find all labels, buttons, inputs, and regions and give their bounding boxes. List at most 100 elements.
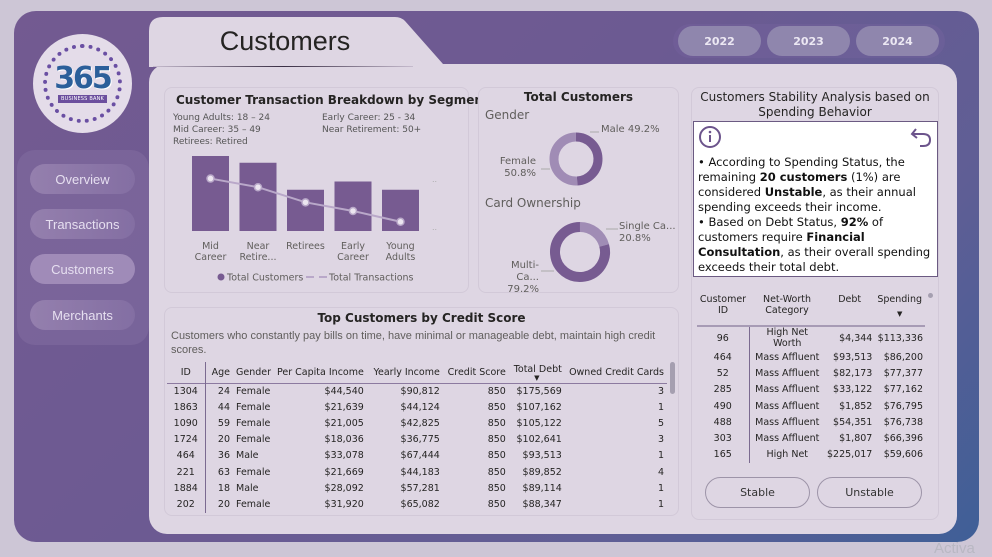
info-icon[interactable] <box>698 125 722 149</box>
gender-donut-slice[interactable] <box>549 132 578 186</box>
table-cell: 20 <box>217 434 230 446</box>
table-cell: 850 <box>487 450 506 462</box>
table-cell: 3 <box>657 434 664 446</box>
info-p2-b: 92% <box>840 215 869 229</box>
col-per-capita-income[interactable]: Per Capita Income <box>277 366 364 378</box>
table-row[interactable]: 488 Mass Affluent $54,351 $76,738 <box>697 414 925 431</box>
bank-logo: 365 BUSINESS BANK <box>33 34 132 133</box>
card-ownership-donut-slice[interactable] <box>579 222 609 248</box>
table-row[interactable]: 221 63 Female $21,669 $44,183 850 $89,852 4 <box>167 463 667 481</box>
table-cell: Female <box>236 434 271 446</box>
bar-total-customers[interactable] <box>239 162 277 231</box>
female-label-pct: 50.8% <box>504 168 536 179</box>
gender-donut-slice[interactable] <box>575 132 603 186</box>
table-cell: Mass Affluent <box>755 384 820 396</box>
nav-overview-button[interactable]: Overview <box>30 164 135 194</box>
multi-card-pct: 79.2% <box>507 284 539 295</box>
table-cell: $36,775 <box>400 434 440 446</box>
col-yearly-income[interactable]: Yearly Income <box>373 366 440 378</box>
credit-table-header: ID Age Gender Per Capita Income Yearly I… <box>167 362 667 383</box>
unstable-button[interactable]: Unstable <box>817 477 922 508</box>
bar-total-customers[interactable] <box>287 189 324 231</box>
col-spending[interactable]: Spending ▼ <box>874 292 925 326</box>
col-owned-credit-cards[interactable]: Owned Credit Cards <box>569 366 664 378</box>
point-total-transactions[interactable] <box>206 174 215 183</box>
info-p1-b: 20 customers <box>759 170 848 184</box>
table-cell: 464 <box>167 447 206 464</box>
segment-chart-title: Customer Transaction Breakdown by Segmen… <box>176 93 489 107</box>
table-cell: 490 <box>697 397 750 415</box>
nav-merchants-button[interactable]: Merchants <box>30 300 135 330</box>
table-row[interactable]: 1863 44 Female $21,639 $44,124 850 $107,162 1 <box>167 399 667 416</box>
col-total-debt-label: Total Debt <box>513 363 562 375</box>
info-p1-d: Unstable <box>764 185 823 199</box>
x-tick-label: Retire... <box>240 252 277 263</box>
back-arrow-icon[interactable] <box>909 125 933 149</box>
credit-table-scrollbar[interactable] <box>670 362 675 394</box>
table-row[interactable]: 1304 24 Female $44,540 $90,812 850 $175,569 3 <box>167 383 667 400</box>
table-cell: $57,281 <box>400 482 440 494</box>
stability-table-scrollbar[interactable] <box>928 293 933 298</box>
table-row[interactable]: 165 High Net $225,017 $59,606 <box>697 446 925 464</box>
col-id[interactable]: ID <box>167 362 206 383</box>
table-row[interactable]: 285 Mass Affluent $33,122 $77,162 <box>697 381 925 398</box>
table-row[interactable]: 1724 20 Female $18,036 $36,775 850 $102,641 3 <box>167 431 667 448</box>
table-cell: Mass Affluent <box>755 367 820 379</box>
segment-notes-left: Young Adults: 18 – 24 Mid Career: 35 – 4… <box>173 112 270 148</box>
year-2024-button[interactable]: 2024 <box>856 26 939 56</box>
table-cell: $1,807 <box>839 433 873 445</box>
year-2022-button[interactable]: 2022 <box>678 26 761 56</box>
table-cell: 850 <box>487 482 506 494</box>
stable-button[interactable]: Stable <box>705 477 810 508</box>
note-retirees: Retirees: Retired <box>173 137 248 147</box>
nav-transactions-button[interactable]: Transactions <box>30 209 135 239</box>
point-total-transactions[interactable] <box>396 217 405 227</box>
col-total-debt[interactable]: Total Debt ▼ <box>509 362 565 383</box>
table-cell: 52 <box>697 365 750 382</box>
nav-customers-button[interactable]: Customers <box>30 254 135 284</box>
sort-desc-icon: ▼ <box>534 373 540 382</box>
table-row[interactable]: 303 Mass Affluent $1,807 $66,396 <box>697 430 925 447</box>
bar-total-customers[interactable] <box>334 181 372 232</box>
point-total-transactions[interactable] <box>348 206 358 216</box>
table-cell: $86,200 <box>883 351 923 363</box>
card-ownership-donut-slice[interactable] <box>550 222 610 282</box>
col-customer-id[interactable]: Customer ID <box>699 294 747 316</box>
point-total-transactions[interactable] <box>253 182 263 192</box>
table-cell: 850 <box>487 466 506 478</box>
table-row[interactable]: 464 Mass Affluent $93,513 $86,200 <box>697 349 925 366</box>
table-cell: 221 <box>167 463 206 481</box>
table-row[interactable]: 464 36 Male $33,078 $67,444 850 $93,513 1 <box>167 447 667 464</box>
col-net-worth-category[interactable]: Net-Worth Category <box>762 294 812 316</box>
segment-notes-right: Early Career: 25 - 34 Near Retirement: 5… <box>322 112 421 136</box>
female-label: Female 50.8% <box>498 156 536 180</box>
col-age[interactable]: Age <box>211 366 230 378</box>
table-cell: $21,005 <box>324 417 364 429</box>
bar-total-customers[interactable] <box>192 156 229 231</box>
table-row[interactable]: 1090 59 Female $21,005 $42,825 850 $105,122 5 <box>167 415 667 432</box>
table-cell: $67,444 <box>400 450 440 462</box>
table-cell: $89,114 <box>522 482 562 494</box>
year-2023-button[interactable]: 2023 <box>767 26 850 56</box>
x-tick-label: Career <box>337 252 369 263</box>
table-cell: $18,036 <box>324 434 364 446</box>
total-customers-card <box>478 87 679 293</box>
note-early-career: Early Career: 25 - 34 <box>322 113 416 123</box>
credit-score-title: Top Customers by Credit Score <box>317 311 526 325</box>
stability-info-box: • According to Spending Status, the rema… <box>693 121 938 277</box>
col-credit-score[interactable]: Credit Score <box>447 366 506 378</box>
table-row[interactable]: 52 Mass Affluent $82,173 $77,377 <box>697 365 925 382</box>
x-tick-label: Early <box>341 241 365 252</box>
table-row[interactable]: 1884 18 Male $28,092 $57,281 850 $89,114 1 <box>167 480 667 497</box>
table-cell: 850 <box>487 498 506 510</box>
table-cell: 5 <box>657 417 664 429</box>
col-gender[interactable]: Gender <box>236 366 272 378</box>
col-debt[interactable]: Debt <box>838 294 862 305</box>
table-row[interactable]: 96 High Net Worth $4,344 $113,336 <box>697 326 925 349</box>
table-cell: 464 <box>697 349 750 366</box>
table-cell: Female <box>236 498 271 510</box>
table-cell: $59,606 <box>883 449 923 461</box>
table-row[interactable]: 490 Mass Affluent $1,852 $76,795 <box>697 397 925 415</box>
point-total-transactions[interactable] <box>301 198 310 207</box>
table-row[interactable]: 202 20 Female $31,920 $65,082 850 $88,347 1 <box>167 496 667 513</box>
